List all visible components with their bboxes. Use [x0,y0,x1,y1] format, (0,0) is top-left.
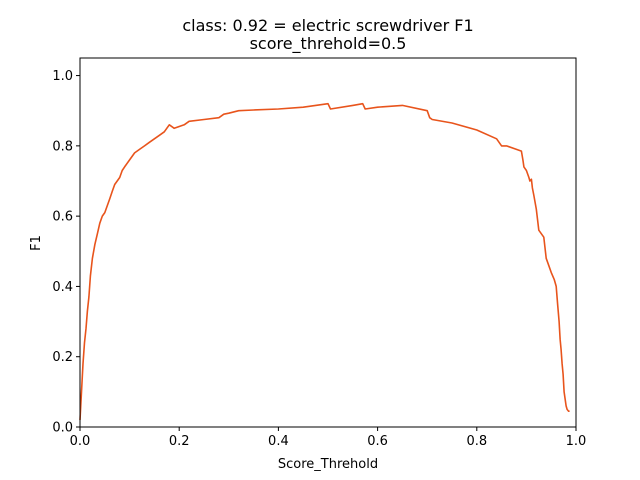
x-tick-label: 0.8 [466,434,487,449]
plot-area [79,57,577,428]
y-tick-label: 0.0 [52,421,73,436]
y-axis-label: F1 [29,235,44,251]
x-tick-label: 1.0 [566,434,587,449]
y-tick-label: 0.4 [52,280,73,295]
y-tick-label: 0.2 [52,350,73,365]
y-axis-ticks: 0.0 0.2 0.4 0.6 0.8 1.0 [52,69,80,436]
x-tick-label: 0.0 [70,434,91,449]
y-tick-label: 0.8 [52,139,73,154]
plot-frame [79,57,577,428]
x-axis-ticks: 0.0 0.2 0.4 0.6 0.8 1.0 [70,427,587,449]
x-tick-label: 0.6 [367,434,388,449]
y-tick-label: 1.0 [52,69,73,84]
chart-subtitle: score_threhold=0.5 [250,34,407,54]
x-tick-label: 0.2 [169,434,190,449]
x-axis-label: Score_Threhold [278,457,378,472]
chart-title: class: 0.92 = electric screwdriver F1 [182,16,473,35]
x-tick-label: 0.4 [268,434,289,449]
series-line [79,102,570,421]
y-tick-label: 0.6 [52,210,73,225]
